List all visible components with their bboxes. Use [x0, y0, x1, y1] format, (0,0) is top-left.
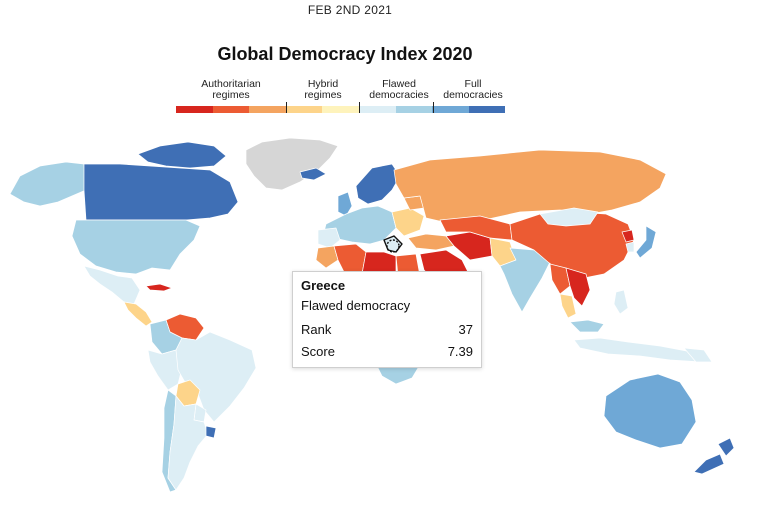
region-eastern-europe[interactable] — [391, 207, 425, 237]
greece-selection-marker — [386, 239, 400, 253]
legend-label-authoritarian: Authoritarian regimes — [201, 78, 261, 101]
region-central-asia[interactable] — [439, 215, 513, 241]
country-tooltip: Greece Flawed democracy Rank 37 Score 7.… — [292, 271, 482, 368]
country-japan[interactable] — [635, 225, 657, 259]
region-central-america[interactable] — [123, 301, 153, 327]
tooltip-score-value: 7.39 — [447, 344, 473, 359]
legend-swatch — [468, 106, 506, 113]
country-russia[interactable] — [393, 149, 667, 225]
legend-swatch — [432, 106, 469, 113]
legend-swatch — [358, 106, 396, 113]
country-north-korea[interactable] — [621, 229, 635, 243]
country-canada[interactable] — [83, 163, 239, 221]
country-indonesia[interactable] — [573, 337, 703, 363]
country-greece[interactable] — [383, 235, 403, 253]
country-spain[interactable] — [317, 227, 341, 249]
tooltip-score-label: Score — [301, 344, 335, 359]
legend-swatch — [285, 106, 323, 113]
legend-swatch — [212, 106, 250, 113]
publication-date: FEB 2ND 2021 — [307, 3, 393, 17]
legend-divider — [359, 102, 360, 113]
legend-label-full: Full democracies — [443, 78, 503, 101]
legend-divider — [286, 102, 287, 113]
legend-color-bar — [176, 106, 506, 113]
country-papua-new-guinea[interactable] — [683, 347, 713, 363]
country-cuba[interactable] — [145, 283, 173, 292]
legend-swatch — [176, 106, 213, 113]
country-argentina[interactable] — [167, 395, 209, 491]
region-scandinavia[interactable] — [355, 163, 401, 205]
tooltip-rank-row: Rank 37 — [301, 322, 473, 337]
country-iceland[interactable] — [299, 167, 327, 181]
legend-swatch — [322, 106, 359, 113]
legend-label-flawed: Flawed democracies — [369, 78, 429, 101]
legend-divider — [433, 102, 434, 113]
country-uruguay[interactable] — [205, 425, 217, 439]
country-greenland[interactable] — [245, 137, 339, 191]
country-thailand[interactable] — [559, 293, 577, 319]
country-australia[interactable] — [603, 373, 697, 449]
tooltip-classification: Flawed democracy — [301, 298, 411, 313]
legend-swatch — [249, 106, 286, 113]
region-arctic-islands[interactable] — [137, 141, 227, 169]
tooltip-rank-label: Rank — [301, 322, 332, 337]
country-new-zealand[interactable] — [693, 437, 735, 475]
legend: Authoritarian regimes Hybrid regimes Flawe… — [176, 79, 506, 119]
country-brazil[interactable] — [175, 331, 257, 423]
country-philippines[interactable] — [613, 289, 629, 315]
country-alaska[interactable] — [9, 161, 87, 207]
country-vietnam-laos[interactable] — [565, 267, 591, 307]
country-usa[interactable] — [71, 219, 201, 275]
tooltip-country-name: Greece — [301, 278, 346, 293]
country-malaysia[interactable] — [569, 319, 605, 333]
tooltip-score-row: Score 7.39 — [301, 344, 473, 359]
tooltip-rank-value: 37 — [458, 322, 473, 337]
country-mongolia[interactable] — [539, 207, 599, 227]
country-morocco[interactable] — [315, 245, 339, 269]
chart-title: Global Democracy Index 2020 — [217, 44, 473, 64]
legend-label-hybrid: Hybrid regimes — [304, 78, 342, 101]
country-uk[interactable] — [337, 191, 353, 217]
country-myanmar[interactable] — [549, 263, 571, 295]
country-south-korea[interactable] — [625, 241, 635, 253]
legend-swatch — [395, 106, 433, 113]
